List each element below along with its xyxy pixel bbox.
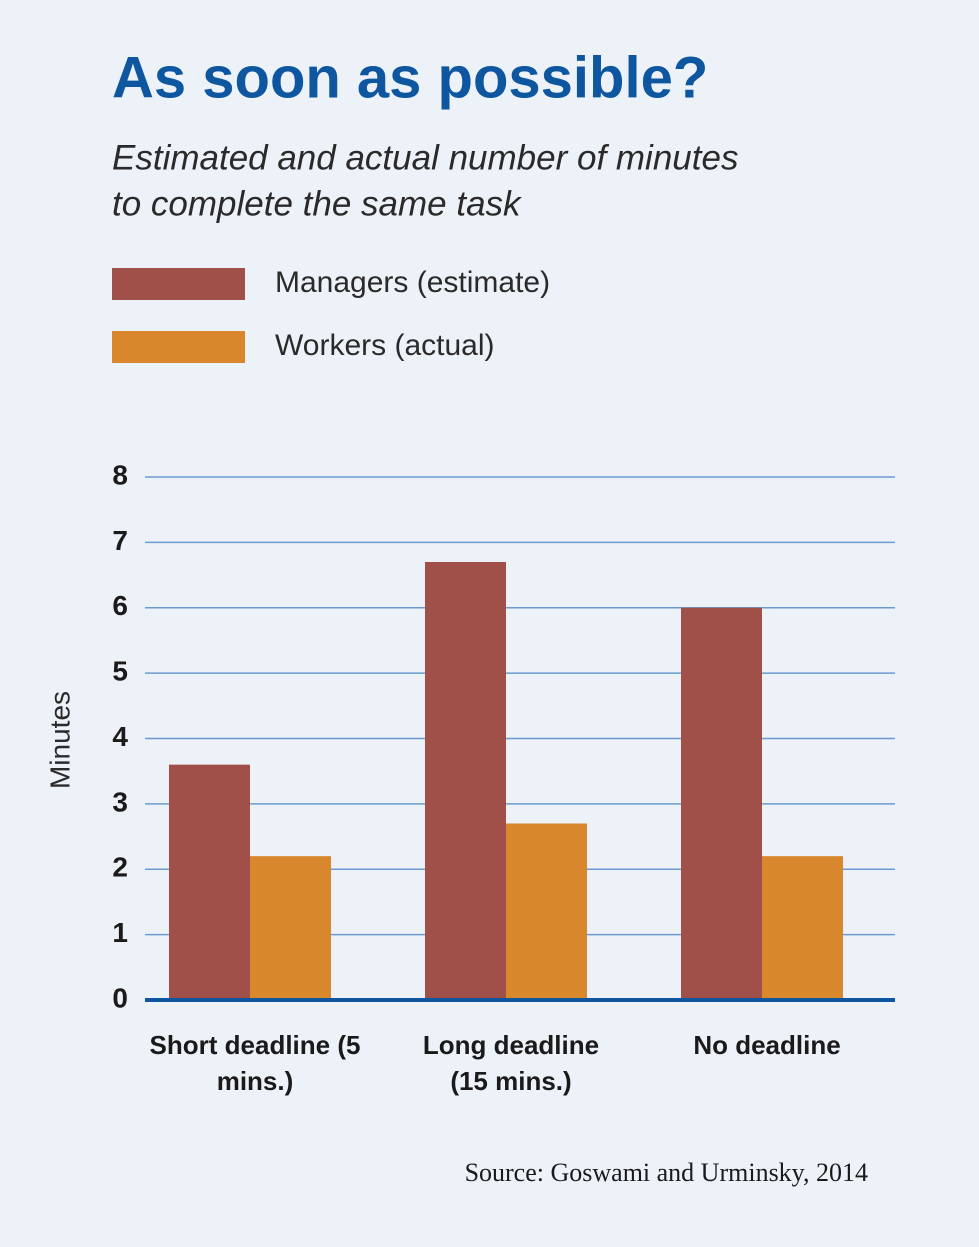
y-tick-label: 3 xyxy=(112,786,128,817)
bar xyxy=(250,856,331,1000)
legend-label: Managers (estimate) xyxy=(275,266,550,299)
y-axis-label: Minutes xyxy=(44,691,75,789)
y-tick-label: 5 xyxy=(112,656,128,687)
legend-swatch xyxy=(112,331,245,363)
source: Source: Goswami and Urminsky, 2014 xyxy=(465,1158,868,1187)
bar xyxy=(506,823,587,1000)
bar xyxy=(169,764,250,1000)
legend-swatch xyxy=(112,268,245,300)
chart-title: As soon as possible? xyxy=(112,45,708,110)
y-tick-label: 4 xyxy=(112,721,128,752)
y-tick-label: 6 xyxy=(112,590,128,621)
bar xyxy=(425,561,506,1000)
legend-label: Workers (actual) xyxy=(275,329,495,362)
x-tick-label: No deadline xyxy=(693,1030,841,1060)
bar xyxy=(681,607,762,1000)
subtitle: Estimated and actual number of minutes xyxy=(112,138,738,177)
y-tick-label: 1 xyxy=(112,917,128,948)
y-tick-label: 8 xyxy=(112,459,128,490)
x-tick-label: Short deadline (5 mins.) xyxy=(149,1030,361,1096)
subtitle: to complete the same task xyxy=(112,184,522,223)
y-tick-label: 2 xyxy=(112,852,128,883)
y-tick-label: 7 xyxy=(112,525,128,556)
x-tick-label: Long deadline (15 mins.) xyxy=(422,1030,600,1096)
y-tick-label: 0 xyxy=(112,982,128,1013)
bar xyxy=(762,856,843,1000)
